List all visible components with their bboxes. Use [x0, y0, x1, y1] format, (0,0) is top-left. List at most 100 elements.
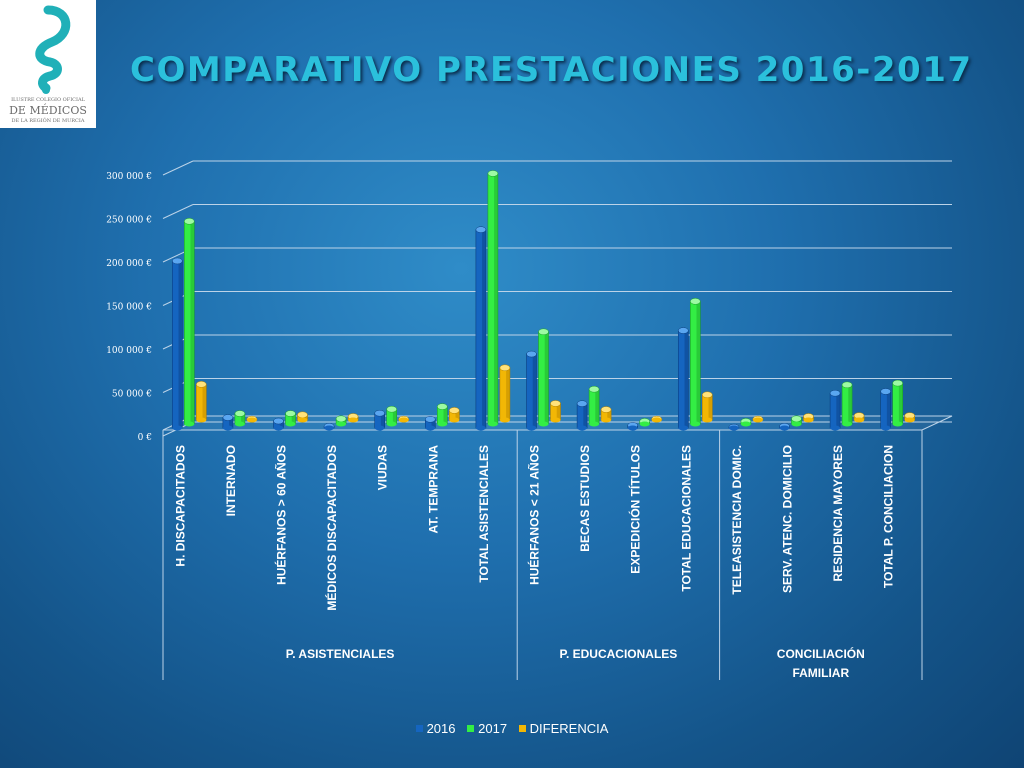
bar-base	[702, 417, 713, 423]
legend-item-2016: 2016	[415, 721, 456, 736]
bar-base	[297, 417, 308, 423]
bar-top	[550, 400, 561, 407]
bar-base	[538, 421, 549, 427]
bar-base	[437, 421, 448, 427]
legend-item-diferencia: DIFERENCIA	[518, 721, 609, 736]
legend: 2016 2017 DIFERENCIA	[0, 720, 1024, 736]
bar-base	[639, 421, 650, 427]
bar-base	[842, 421, 853, 427]
bar-base	[854, 417, 865, 423]
bar-base	[285, 421, 296, 427]
bar-base	[487, 421, 498, 427]
bar-base	[449, 417, 460, 423]
bar-base	[348, 417, 359, 423]
serpent-icon	[35, 5, 71, 94]
bar-base	[550, 417, 561, 423]
bar-top	[791, 415, 802, 423]
bar-shade	[544, 331, 549, 424]
logo-line3: DE LA REGIÓN DE MURCIA	[11, 118, 85, 124]
legend-swatch-2017	[467, 725, 475, 732]
bar-base	[752, 417, 763, 423]
x-tick-label: VIUDAS	[376, 445, 390, 490]
bar-top	[499, 364, 511, 372]
bar-base	[728, 425, 739, 431]
bar-shade	[229, 417, 233, 428]
bar-shade	[556, 403, 561, 420]
group-label: P. ASISTENCIALES	[286, 647, 395, 661]
bar-shade	[836, 393, 841, 428]
bar-shade	[595, 389, 600, 424]
bar-top	[172, 257, 183, 265]
y-tick-label: 250 000 €	[106, 216, 152, 226]
bar-top	[841, 381, 853, 389]
bar-top	[297, 411, 308, 419]
x-tick-label: TOTAL ASISTENCIALES	[477, 445, 491, 583]
bar-shade	[583, 403, 588, 428]
x-tick-label: INTERNADO	[224, 445, 238, 516]
y-tick-label: 50 000 €	[112, 390, 152, 400]
bar-top	[880, 388, 891, 395]
bar-shade	[607, 409, 612, 420]
bar-shade	[482, 229, 486, 428]
group-label: P. EDUCACIONALES	[560, 647, 678, 661]
bar-shade	[708, 394, 713, 420]
bar-top	[425, 416, 436, 423]
group-label-line2: FAMILIAR	[792, 666, 849, 680]
bar-top	[702, 391, 713, 399]
y-tick-label: 150 000 €	[106, 303, 152, 313]
legend-label-2016: 2016	[426, 721, 456, 736]
bar-base	[892, 421, 903, 427]
bar-base	[740, 421, 751, 427]
bar-shade	[178, 260, 183, 428]
y-tick-label: 300 000 €	[106, 172, 152, 182]
bar-shade	[392, 409, 397, 424]
legend-label-2017: 2017	[478, 721, 508, 736]
bar-top	[829, 389, 841, 397]
group-label: CONCILIACIÓN	[777, 646, 865, 661]
bar-top	[184, 218, 195, 225]
bar-base	[791, 421, 802, 427]
logo-line1: ILUSTRE COLEGIO OFICIAL	[11, 97, 85, 103]
bar-shade	[443, 406, 448, 424]
bar-base	[246, 417, 257, 423]
bar-base	[398, 417, 409, 423]
bar-base	[336, 421, 347, 427]
x-tick-label: TELEASISTENCIA DOMIC.	[730, 445, 744, 595]
bar-base	[196, 417, 207, 423]
bar-shade	[532, 354, 537, 428]
bar-shade	[380, 413, 385, 428]
bar-shade	[848, 384, 853, 424]
legend-swatch-2016	[415, 725, 423, 732]
bar-top	[576, 400, 588, 407]
legend-label-diferencia: DIFERENCIA	[529, 721, 609, 736]
x-tick-label: SERV. ATENC. DOMICILIO	[781, 445, 795, 593]
bar-shade	[431, 419, 436, 428]
bar-shade	[886, 391, 891, 428]
bar-shade	[506, 367, 510, 420]
bar-shade	[241, 413, 245, 424]
x-tick-label: H. DISCAPACITADOS	[173, 445, 187, 567]
bar-base	[184, 421, 195, 427]
bar-top	[538, 328, 549, 336]
x-tick-label: AT. TEMPRANA	[426, 445, 440, 534]
bar-base	[475, 425, 486, 431]
bar-top	[449, 407, 460, 414]
bar-base	[374, 425, 385, 431]
legend-item-2017: 2017	[467, 721, 507, 736]
bar-base	[526, 425, 537, 431]
bar-base	[779, 425, 790, 431]
bar-shade	[279, 421, 284, 428]
bar-top	[526, 350, 537, 358]
bar-shade	[291, 413, 296, 424]
bar-base	[627, 425, 638, 431]
bar-top	[690, 298, 701, 305]
page-title: COMPARATIVO PRESTACIONES 2016-2017	[130, 50, 973, 90]
bar-base	[830, 425, 841, 431]
bar-base	[386, 421, 397, 427]
bar-base	[425, 425, 436, 431]
bar-base	[589, 421, 600, 427]
logo-line2: DE MÉDICOS	[9, 104, 87, 117]
bar-base	[222, 425, 233, 431]
y-tick-label: 200 000 €	[106, 259, 152, 269]
bar-base	[234, 421, 245, 427]
